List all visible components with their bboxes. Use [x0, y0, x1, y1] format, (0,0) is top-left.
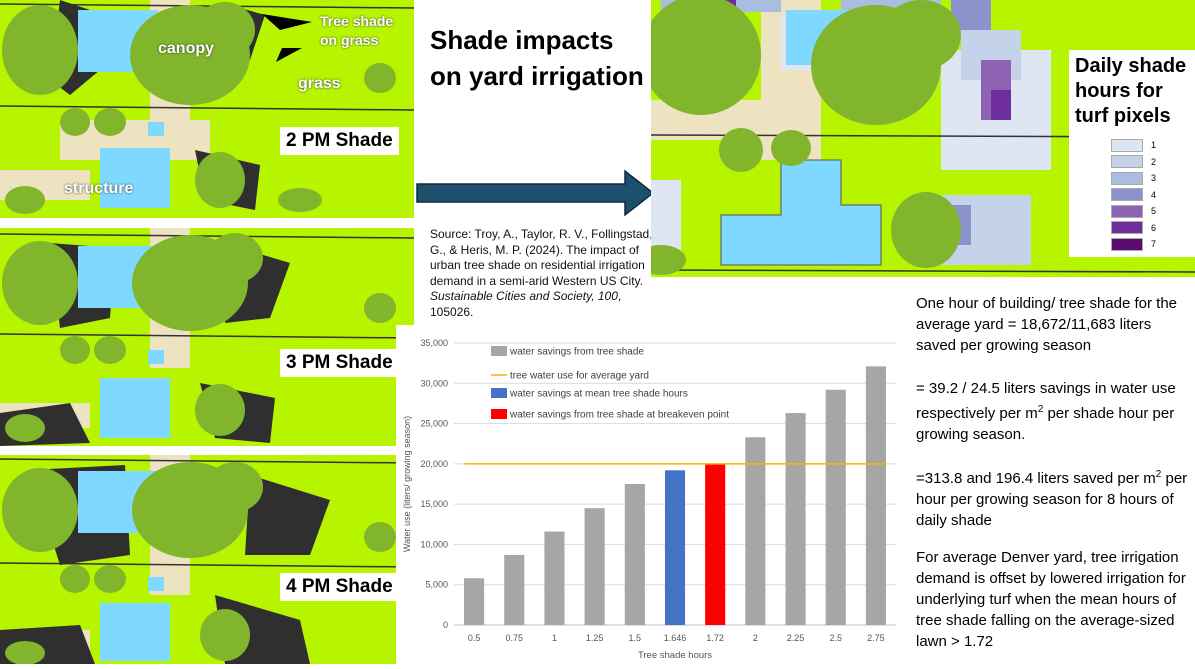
y-tick-label: 25,000 [420, 419, 448, 429]
legend-swatch [1111, 237, 1143, 251]
x-tick-label: 1.5 [629, 633, 642, 643]
bar [464, 578, 485, 625]
legend-label: 3 [1151, 173, 1157, 184]
y-tick-label: 35,000 [420, 338, 448, 348]
legend-label: 6 [1151, 222, 1157, 233]
bar [504, 554, 525, 625]
chart-svg: 0 5,000 10,000 15,000 20,000 25,000 30,000 35,0… [402, 338, 896, 661]
y-axis-label: Water use (liters/ growing season) [402, 416, 412, 552]
legend-entry: tree water use for average yard [510, 371, 649, 382]
legend-item: 1 [1111, 137, 1195, 154]
map-2pm-graphic [0, 0, 414, 218]
bar [544, 531, 565, 625]
legend-entry: water savings from tree shade at breakev… [509, 410, 729, 421]
legend-swatch [1111, 138, 1143, 152]
bar [624, 484, 645, 625]
source-pages: , 105026. [430, 289, 622, 319]
note-paragraph-3: =313.8 and 196.4 liters saved per m2 per… [916, 464, 1191, 531]
map-4pm-graphic [0, 455, 414, 664]
panel-label-2pm: 2 PM Shade [280, 127, 399, 155]
legend-label: 1 [1151, 140, 1157, 151]
note-3-tail: per hour per growing season for 8 hours … [916, 470, 1188, 529]
legend-item: 6 [1111, 220, 1195, 237]
legend-title: Daily shade hours for turf pixels [1075, 55, 1187, 127]
structure-label: structure [64, 180, 134, 197]
legend-label: 4 [1151, 189, 1157, 200]
legend-entry: water savings at mean tree shade hours [509, 389, 688, 400]
x-tick-label: 1 [552, 633, 557, 643]
legend-box-swatch [491, 388, 507, 398]
x-tick-label: 2.5 [829, 633, 842, 643]
legend-swatch [1111, 188, 1143, 202]
map-panel-4pm: 4 PM Shade [0, 455, 414, 664]
legend-swatch [1111, 171, 1143, 185]
legend-item: 2 [1111, 154, 1195, 171]
legend-swatch [1111, 155, 1143, 169]
source-journal: Sustainable Cities and Society, 100 [430, 289, 618, 303]
y-tick-label: 20,000 [420, 459, 448, 469]
note-2-text: = 39.2 / 24.5 liters savings in water us… [916, 380, 1176, 422]
legend-item: 7 [1111, 236, 1195, 253]
bar [825, 389, 846, 625]
bar [664, 470, 686, 625]
x-tick-label: 0.75 [506, 633, 524, 643]
bar [584, 508, 605, 625]
map-panel-3pm: 3 PM Shade [0, 228, 414, 446]
bar [785, 413, 806, 625]
y-tick-label: 30,000 [420, 378, 448, 388]
panel-label-4pm: 4 PM Shade [280, 573, 399, 601]
legend-swatch [1111, 204, 1143, 218]
x-axis-label: Tree shade hours [638, 650, 712, 661]
x-tick-label: 1.25 [586, 633, 604, 643]
map-3pm-graphic [0, 228, 414, 446]
x-tick-label: 1.72 [706, 633, 724, 643]
note-paragraph-2: = 39.2 / 24.5 liters savings in water us… [916, 378, 1191, 445]
bar [705, 463, 726, 625]
bar [745, 437, 766, 625]
legend-swatch [1111, 221, 1143, 235]
panel-label-3pm: 3 PM Shade [280, 349, 399, 377]
legend-label: 2 [1151, 156, 1157, 167]
x-tick-label: 0.5 [468, 633, 481, 643]
note-paragraph-1: One hour of building/ tree shade for the… [916, 295, 1178, 354]
note-paragraph-4: For average Denver yard, tree irrigation… [916, 549, 1186, 650]
legend-box-swatch [491, 346, 507, 356]
note-3-sup: 2 [1155, 469, 1162, 480]
x-tick-label: 2.25 [787, 633, 805, 643]
x-tick-label: 2.75 [867, 633, 885, 643]
shade-hours-legend: Daily shade hours for turf pixels 1 2 3 … [1069, 50, 1195, 257]
y-tick-label: 0 [443, 620, 448, 630]
source-text: Source: Troy, A., Taylor, R. V., Folling… [430, 227, 653, 288]
note-3-text: =313.8 and 196.4 liters saved per m [916, 470, 1156, 487]
canopy-label: canopy [158, 40, 215, 57]
y-tick-label: 10,000 [420, 539, 448, 549]
legend-label: 7 [1151, 239, 1157, 250]
note-2-sup: 2 [1037, 404, 1044, 415]
legend-item: 5 [1111, 203, 1195, 220]
tree-shade-label: Tree shade on grass [320, 13, 394, 48]
arrow-right-icon [416, 169, 655, 217]
source-citation: Source: Troy, A., Taylor, R. V., Folling… [430, 227, 655, 320]
legend-item: 3 [1111, 170, 1195, 187]
map-panel-2pm: Tree shade on grass canopy grass structu… [0, 0, 414, 218]
y-tick-label: 5,000 [425, 580, 448, 590]
legend-item: 4 [1111, 187, 1195, 204]
y-tick-label: 15,000 [420, 499, 448, 509]
water-savings-chart: 0 5,000 10,000 15,000 20,000 25,000 30,000 35,0… [396, 325, 904, 664]
page-title: Shade impacts on yard irrigation [430, 25, 644, 91]
x-tick-label: 1.646 [664, 633, 687, 643]
legend-entry: water savings from tree shade [509, 347, 644, 358]
note-2-tail: per shade hour per growing season. [916, 405, 1175, 443]
x-tick-label: 2 [753, 633, 758, 643]
bar [865, 366, 886, 625]
legend-box-swatch [491, 409, 507, 419]
grass-label: grass [298, 75, 341, 92]
legend-label: 5 [1151, 206, 1157, 217]
